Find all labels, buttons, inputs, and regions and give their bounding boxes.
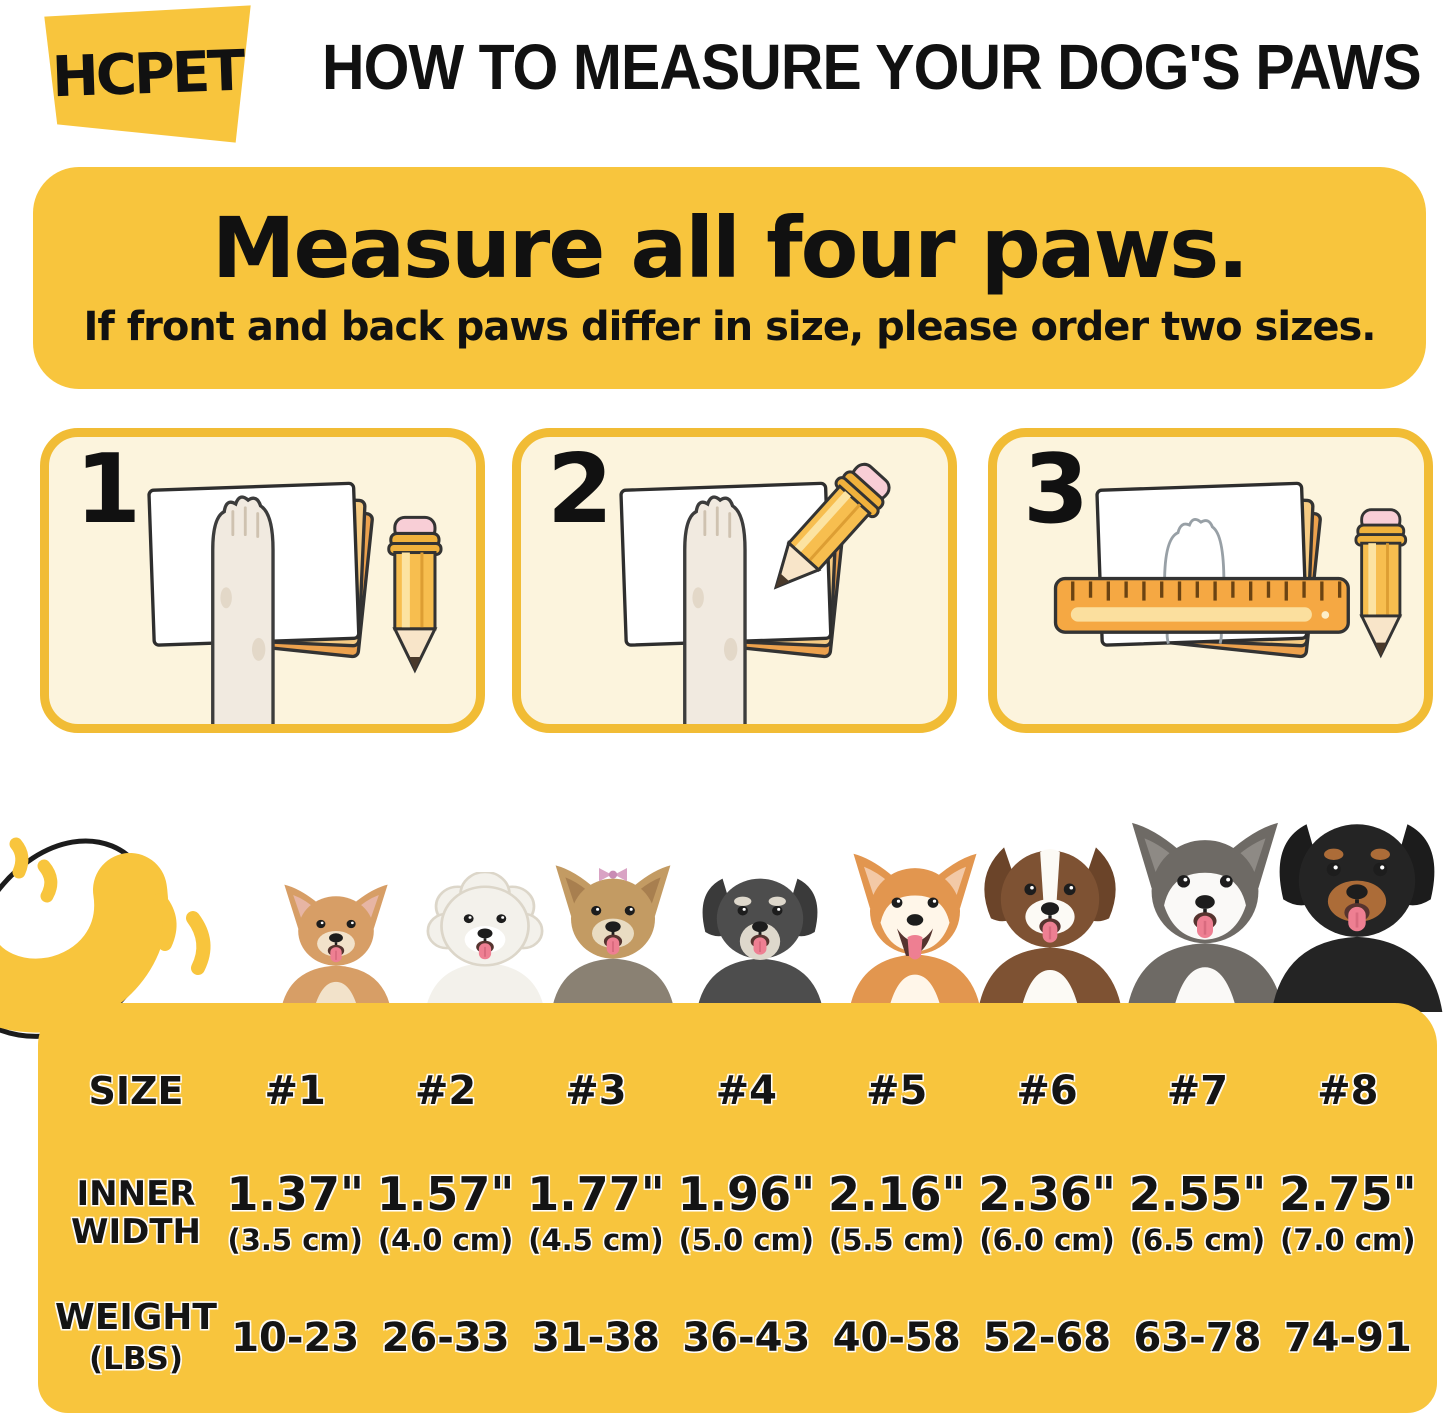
size-value-7: #7 — [1166, 1068, 1229, 1114]
weight-value-3: 31-38 — [531, 1315, 660, 1361]
brand-logo-text: HCPET — [51, 38, 244, 110]
weight-value-1: 10-23 — [231, 1315, 360, 1361]
size-value-3: #3 — [565, 1068, 627, 1114]
banner-subheadline: If front and back paws differ in size, p… — [83, 304, 1376, 350]
rottweiler-photo — [1260, 798, 1445, 1016]
inner-width-value-8: 2.75" (7.0 cm) — [1279, 1167, 1417, 1257]
step-2-number: 2 — [547, 435, 614, 545]
brand-logo: HCPET — [44, 5, 251, 143]
banner-headline: Measure all four paws. — [211, 199, 1249, 297]
trace-paw-with-pencil-illustration — [521, 437, 948, 736]
page-title: HOW TO MEASURE YOUR DOG'S PAWS — [322, 31, 1422, 103]
inner-width-label: INNER WIDTH — [70, 1173, 202, 1252]
inner-width-value-4: 1.96" (5.0 cm) — [677, 1167, 816, 1257]
step-3-number: 3 — [1023, 435, 1090, 545]
inner-width-value-6: 2.36" (6.0 cm) — [978, 1167, 1116, 1257]
size-value-5: #5 — [866, 1068, 928, 1114]
yorkshire-terrier-photo — [543, 860, 683, 1016]
inner-width-value-2: 1.57" (4.0 cm) — [376, 1167, 515, 1257]
inner-width-value-1: 1.37" (3.5 cm) — [226, 1167, 364, 1257]
size-row: SIZE #1 #2 #3 #4 #5 #6 #7 #8 — [52, 1055, 1423, 1127]
weight-value-5: 40-58 — [832, 1315, 961, 1361]
size-value-1: #1 — [264, 1068, 326, 1114]
weight-value-4: 36-43 — [682, 1315, 811, 1361]
miniature-schnauzer-photo — [688, 860, 832, 1016]
weight-value-6: 52-68 — [983, 1315, 1112, 1361]
step-1-number: 1 — [75, 435, 142, 545]
alaskan-malamute-photo — [1116, 816, 1294, 1016]
inner-width-value-5: 2.16" (5.5 cm) — [827, 1167, 966, 1257]
chihuahua-photo — [273, 880, 399, 1016]
size-value-4: #4 — [715, 1068, 777, 1114]
headline-banner: Measure all four paws. If front and back… — [33, 167, 1426, 389]
size-value-2: #2 — [414, 1068, 477, 1114]
inner-width-row: INNER WIDTH 1.37" (3.5 cm) 1.57" (4.0 cm) 1.77… — [52, 1153, 1423, 1273]
size-label: SIZE — [88, 1068, 184, 1113]
weight-label: WEIGHT (LBS) — [55, 1296, 217, 1377]
weight-value-8: 74-91 — [1283, 1315, 1412, 1361]
weight-row: WEIGHT (LBS) 10-23 26-33 31-38 36-43 40-58 52-6… — [52, 1295, 1423, 1381]
step-3-panel: 3 — [988, 428, 1433, 733]
inner-width-value-3: 1.77" (4.5 cm) — [527, 1167, 665, 1257]
shiba-inu-photo — [840, 848, 990, 1016]
paw-on-paper-illustration — [49, 437, 476, 736]
size-chart: SIZE #1 #2 #3 #4 #5 #6 #7 #8 INNER WIDTH 1.37" (3.5 … — [38, 1003, 1437, 1413]
australian-shepherd-photo — [968, 828, 1132, 1016]
size-value-8: #8 — [1317, 1068, 1379, 1114]
weight-value-2: 26-33 — [381, 1315, 510, 1361]
measure-width-with-ruler-illustration — [997, 437, 1424, 724]
bichon-frise-photo — [417, 870, 553, 1016]
weight-value-7: 63-78 — [1133, 1315, 1262, 1361]
inner-width-value-7: 2.55" (6.5 cm) — [1128, 1167, 1267, 1257]
step-2-panel: 2 — [512, 428, 957, 736]
step-1-panel: 1 — [40, 428, 485, 736]
size-value-6: #6 — [1016, 1068, 1078, 1114]
